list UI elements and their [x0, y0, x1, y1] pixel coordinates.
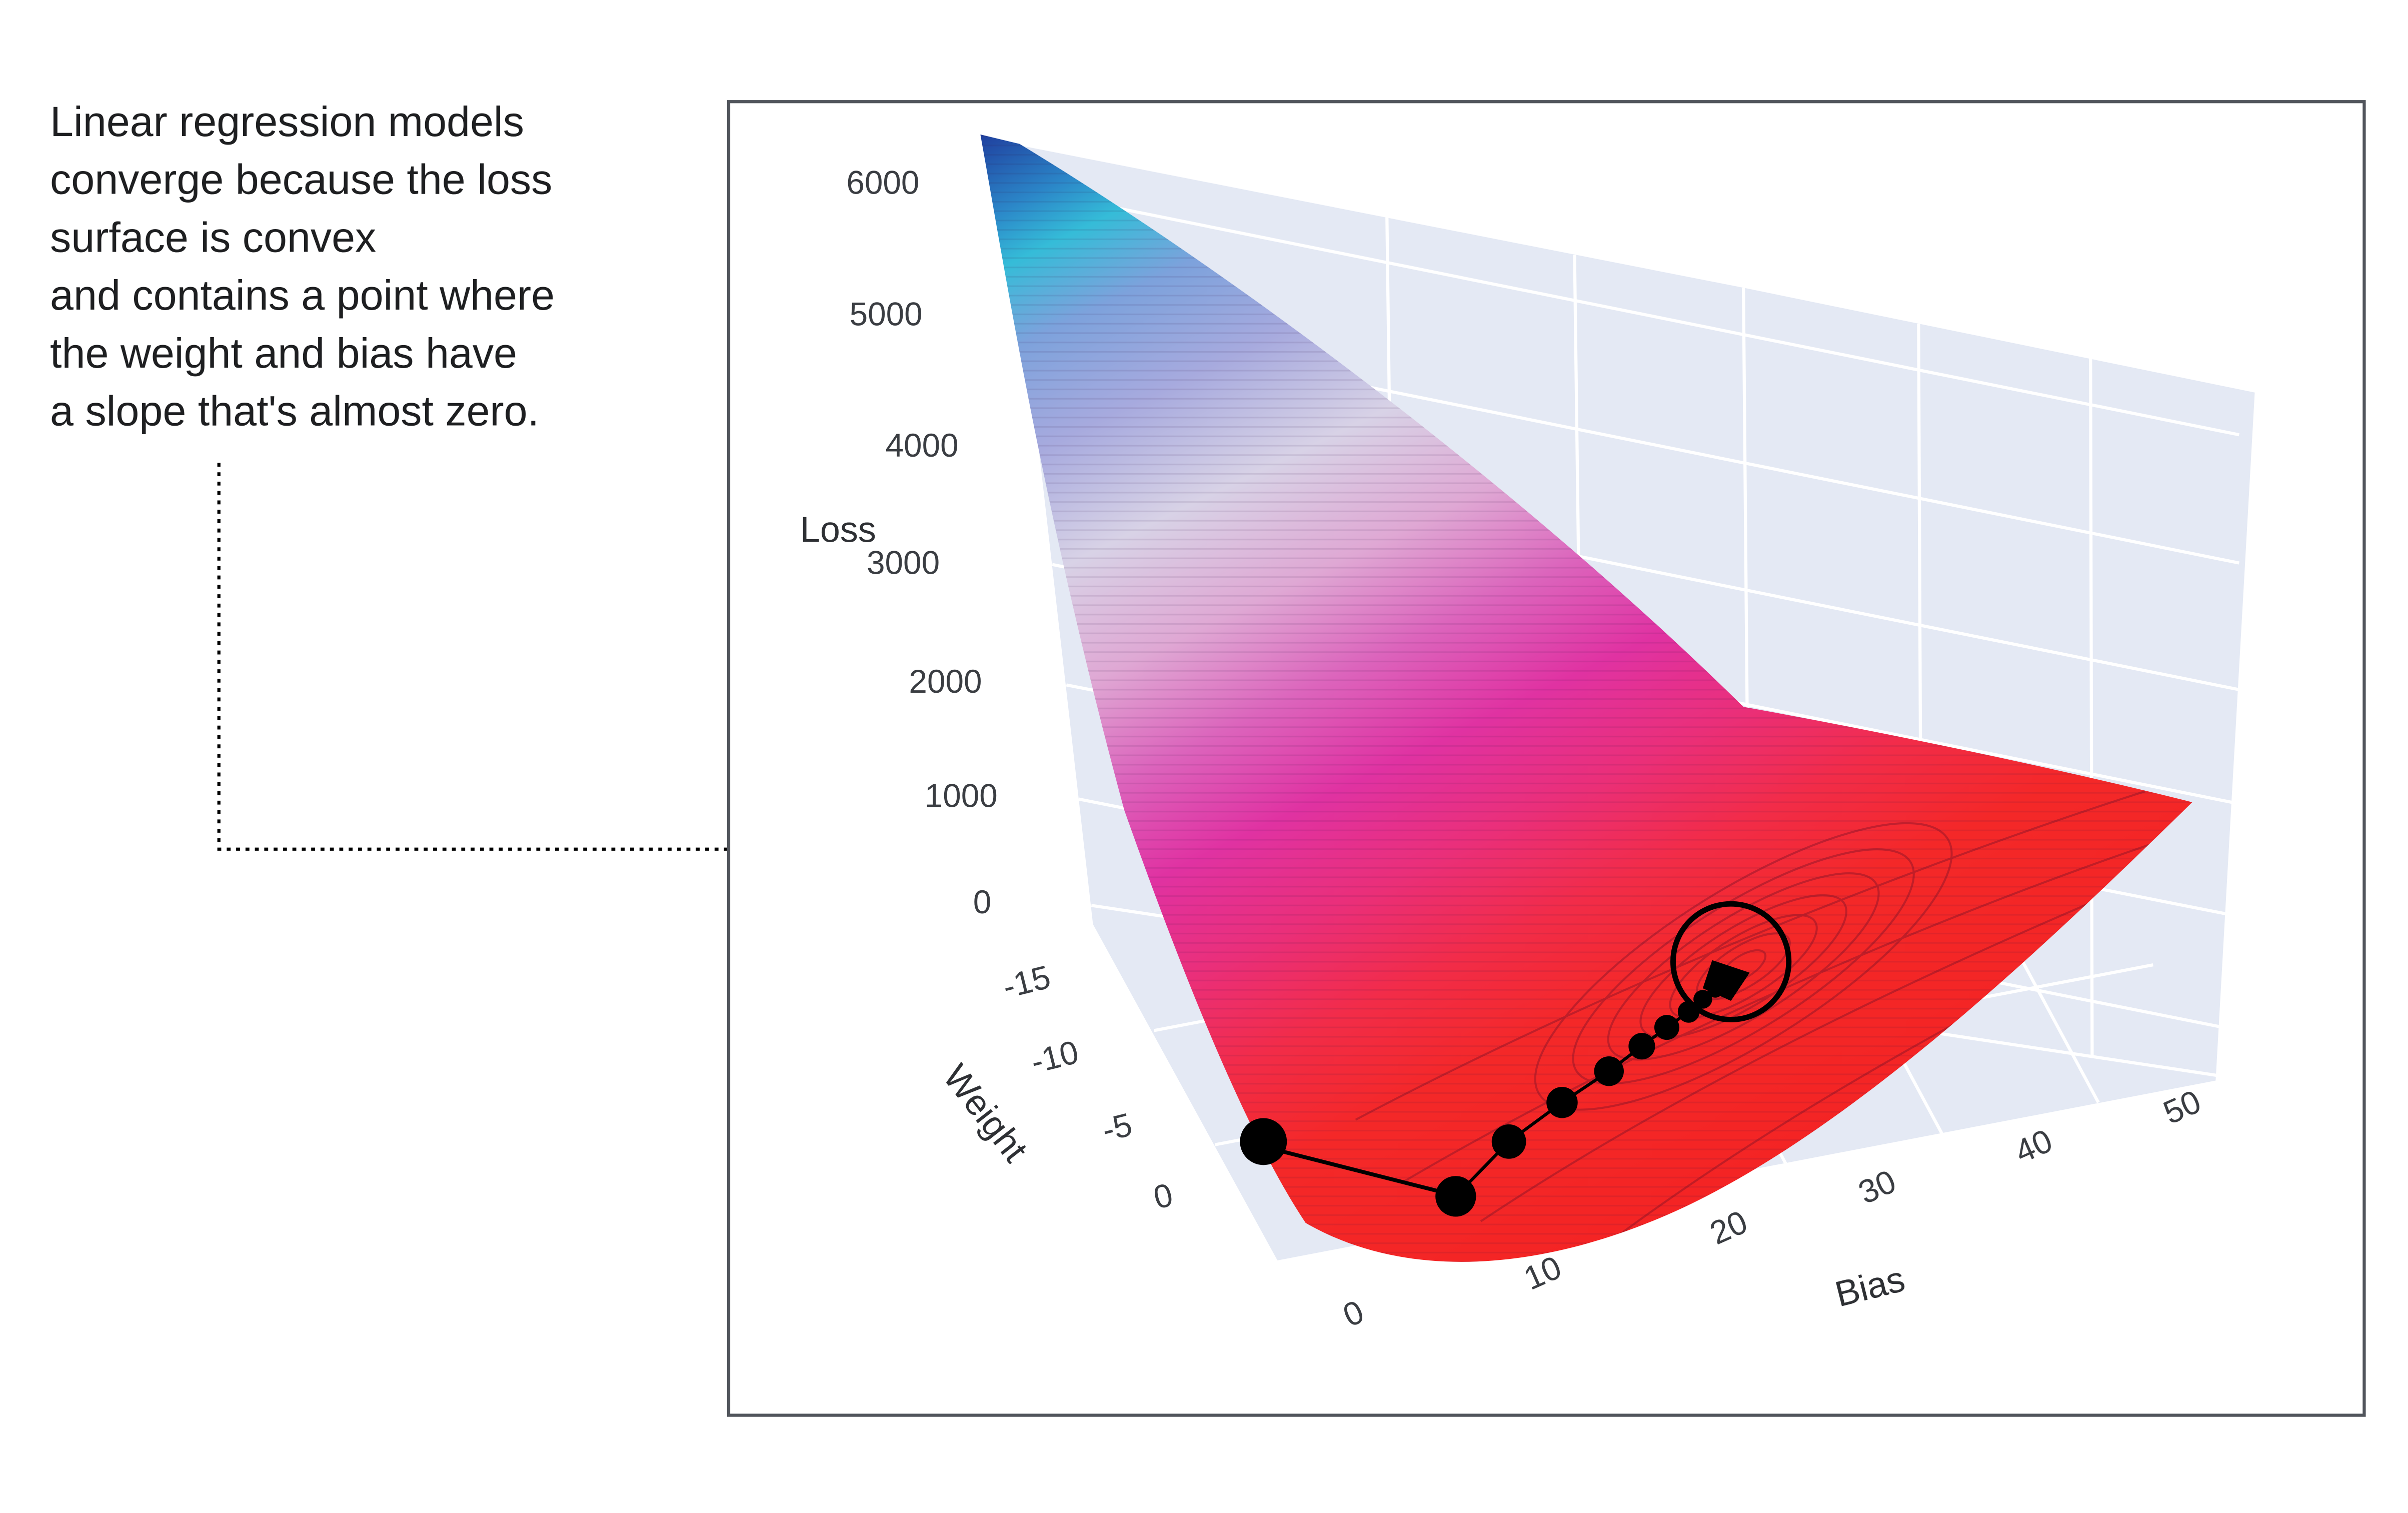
- loss-axis-tick: 0: [973, 885, 992, 921]
- gradient-descent-dot: [1435, 1176, 1476, 1217]
- loss-axis-tick: 4000: [885, 428, 959, 465]
- gradient-descent-dot: [1654, 1015, 1679, 1040]
- convergence-marker: [1702, 960, 1750, 1001]
- gradient-descent-dot: [1693, 990, 1712, 1009]
- plot-frame: [727, 100, 2366, 1417]
- gradient-descent-dot: [1628, 1033, 1655, 1060]
- loss-axis-tick: 6000: [846, 166, 920, 202]
- annotation-text: Linear regression models converge becaus…: [50, 98, 555, 435]
- loss-axis-tick: 2000: [909, 664, 982, 701]
- gradient-descent-dot: [1240, 1118, 1287, 1165]
- gradient-descent-path: [1240, 960, 1750, 1217]
- gradient-descent-dot: [1491, 1124, 1526, 1159]
- minimum-circle-marker: [1670, 901, 1792, 1023]
- loss-axis-tick: 3000: [867, 546, 940, 582]
- surface-mesh-texture: [980, 134, 2192, 1262]
- gradient-descent-dot: [1594, 1056, 1624, 1086]
- loss-axis-tick: 1000: [924, 779, 998, 815]
- loss-axis-tick: 5000: [849, 297, 923, 333]
- gradient-descent-dot: [1546, 1086, 1578, 1118]
- loss-axis-label: Loss: [800, 509, 876, 550]
- surface-plot-canvas[interactable]: [730, 103, 2362, 1413]
